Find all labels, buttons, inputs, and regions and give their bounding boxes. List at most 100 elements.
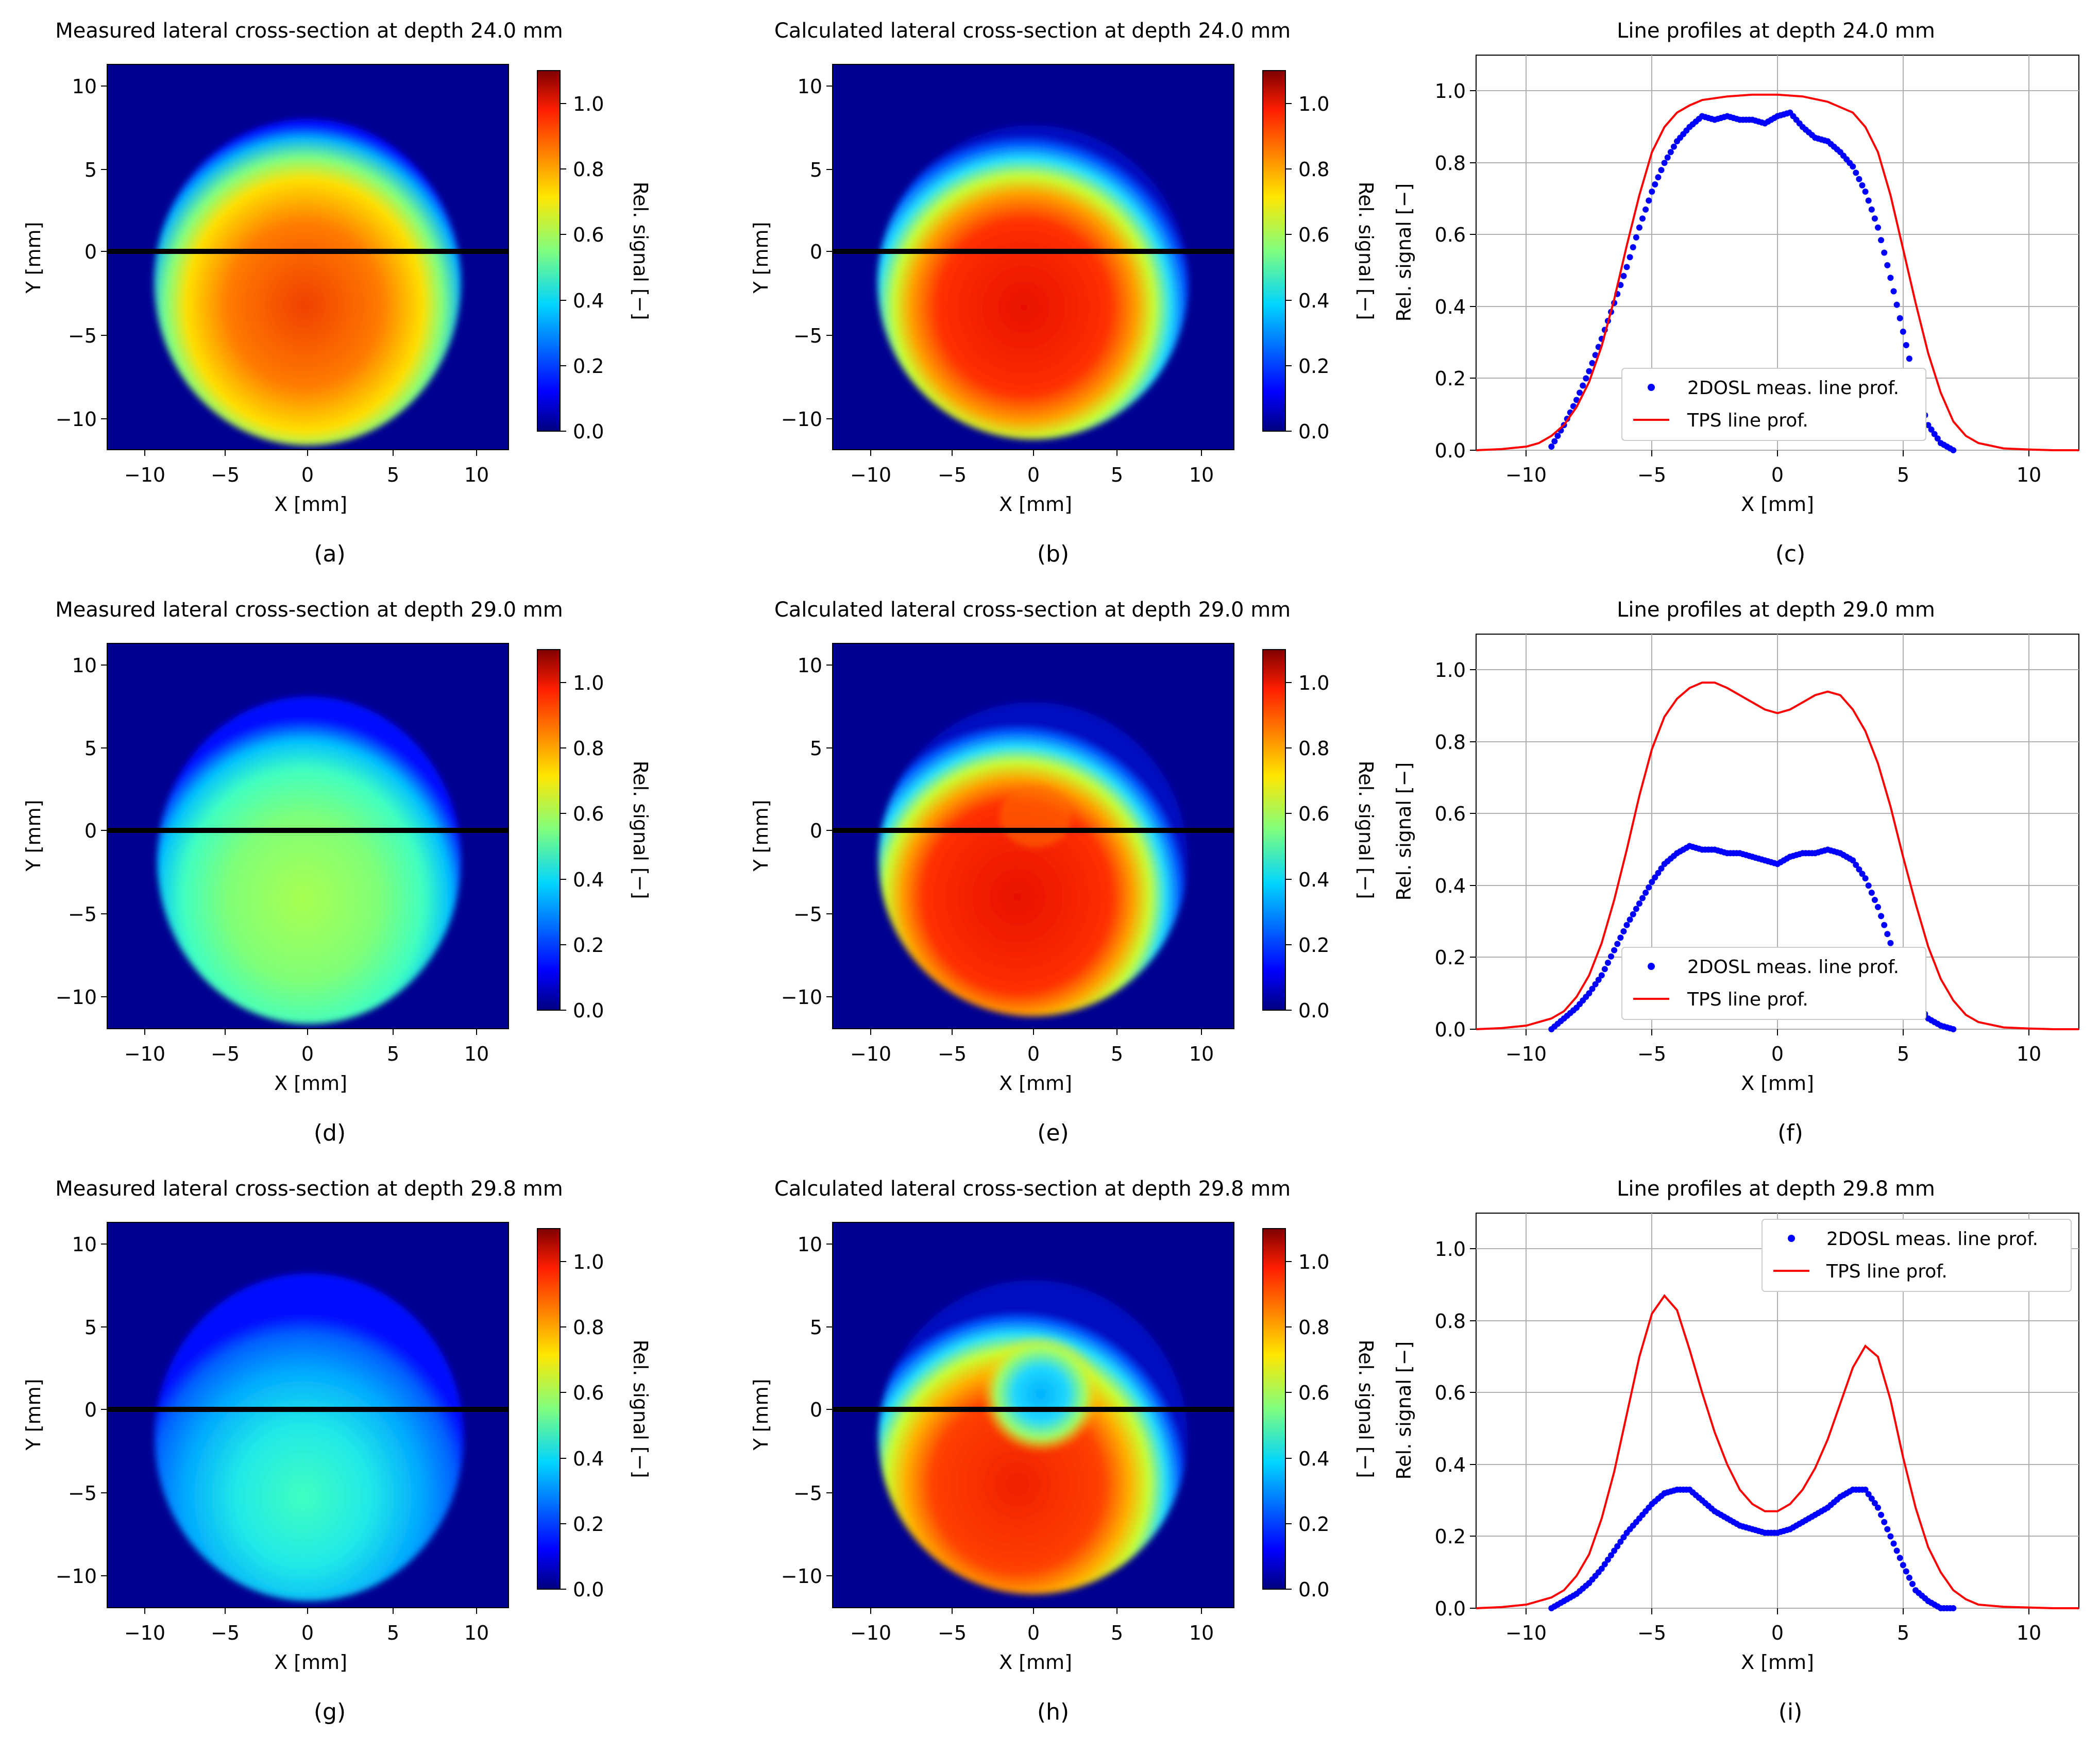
y-ticks: 0.0 0.2 0.4 0.6 0.8 1.0 [1435,80,1476,462]
x-ticks: −10 −5 0 5 10 [1505,1029,2041,1065]
y-tick-label: 5 [84,737,97,760]
calculated-map-29-8: Calculated lateral cross-section at dept… [750,1177,1377,1725]
colorbar: 0.0 0.2 0.4 0.6 0.8 1.0 Rel. signal [−] [537,649,652,1022]
measured-point [1906,355,1912,362]
measured-point [1548,444,1555,450]
panel-label: (i) [1779,1699,1803,1725]
measured-point [1630,911,1636,917]
measured-point [1928,426,1935,433]
y-tick-label: 0 [84,1399,97,1421]
x-ticks: −10 −5 0 5 10 [124,1608,489,1644]
x-axis-label: X [mm] [999,1072,1072,1095]
y-axis-label: Rel. signal [−] [1393,183,1415,322]
x-axis-label: X [mm] [1741,1072,1814,1095]
y-tick-label: 0.2 [1435,946,1466,969]
colorbar-tick: 0.4 [1298,290,1329,312]
x-ticks: −10 −5 0 5 10 [1505,450,2041,486]
x-axis-label: X [mm] [1741,1651,1814,1674]
colorbar-tick: 0.0 [1298,999,1329,1022]
y-tick-label: 0 [84,820,97,842]
y-tick-label: 10 [798,1233,822,1256]
measured-point [1642,206,1649,213]
panel-label: (d) [314,1120,346,1146]
measured-point [1875,224,1881,231]
y-tick-label: 0 [810,241,822,263]
colorbar-tick: 0.8 [573,737,604,760]
calculated-map-24: Calculated lateral cross-section at dept… [750,19,1377,567]
x-axis-label: X [mm] [274,493,347,516]
colorbar-label: Rel. signal [−] [629,182,652,320]
x-tick-label: −5 [938,1622,967,1644]
measured-map-29-8: Measured lateral cross-section at depth … [22,1177,652,1725]
x-tick-label: 10 [464,1043,489,1065]
measured-point [1871,1500,1878,1506]
profile-plot-24: Line profiles at depth 24.0 mm −10 −5 0 … [1393,19,2079,567]
panel-label: (c) [1775,541,1806,567]
measured-point [1884,1526,1891,1532]
colorbar-tick: 1.0 [573,93,604,115]
panel-label: (g) [314,1699,346,1725]
x-tick-label: −10 [850,1043,891,1065]
x-tick-label: 0 [301,464,314,486]
measured-point [1890,288,1897,295]
colorbar-tick: 0.0 [573,999,604,1022]
y-tick-label: −5 [68,325,97,347]
colorbar-label: Rel. signal [−] [629,761,652,899]
measured-point [1633,234,1639,241]
measured-point [1595,977,1602,983]
colorbar-tick: 0.2 [573,355,604,378]
x-tick-label: 0 [301,1622,314,1644]
measured-point [1661,160,1668,166]
measured-point [1900,1562,1906,1569]
measured-point [1896,315,1903,321]
x-tick-label: −10 [850,464,891,486]
x-tick-label: 5 [387,464,399,486]
measured-point [1887,275,1894,281]
panel-label: (b) [1037,541,1069,567]
cut-line [833,249,1234,254]
colorbar-tick: 0.0 [573,420,604,443]
measured-point [1655,870,1662,876]
x-ticks: −10 −5 0 5 10 [850,1029,1214,1065]
panel-label: (f) [1777,1120,1803,1146]
legend-label-measured: 2DOSL meas. line prof. [1687,957,1899,978]
x-tick-label: 10 [1189,1622,1214,1644]
x-tick-label: 5 [1897,464,1909,486]
tps-line-profile [1476,1294,2079,1609]
measured-point [1580,382,1586,389]
y-tick-label: −10 [56,986,97,1009]
measured-point [1604,960,1611,966]
measured-map-29: Measured lateral cross-section at depth … [22,598,652,1146]
y-ticks: 10 5 0 −5 −10 [56,75,107,431]
measured-point [1598,1565,1605,1572]
x-tick-label: −10 [1505,464,1547,486]
y-tick-label: 0.6 [1435,1382,1466,1404]
measured-point [1598,972,1605,979]
dose-ring-hole [981,1335,1100,1453]
measured-point [1875,1504,1881,1511]
measured-point [1868,1495,1875,1502]
measured-point [1592,981,1599,987]
measured-point [1551,438,1558,445]
y-tick-label: −5 [793,903,822,926]
panel-label: (e) [1037,1120,1069,1146]
y-tick-label: 5 [810,1316,822,1339]
colorbar-tick: 0.2 [573,934,604,957]
measured-point [1896,1555,1903,1561]
y-tick-label: −5 [793,325,822,347]
measured-point [1658,167,1665,174]
x-tick-label: −10 [124,1043,165,1065]
cut-line [833,1407,1234,1412]
x-tick-label: −5 [1637,1622,1666,1644]
row-3: Measured lateral cross-section at depth … [22,1177,2079,1725]
x-ticks: −10 −5 0 5 10 [124,450,489,486]
x-tick-label: 10 [2017,1622,2041,1644]
measured-point [1601,966,1608,973]
legend-label-tps: TPS line prof. [1687,410,1808,431]
measured-point [1604,1556,1611,1563]
measured-point [1601,1561,1608,1568]
x-tick-label: 0 [1771,1043,1784,1065]
measured-point [1862,875,1869,882]
measured-point [1586,368,1593,374]
